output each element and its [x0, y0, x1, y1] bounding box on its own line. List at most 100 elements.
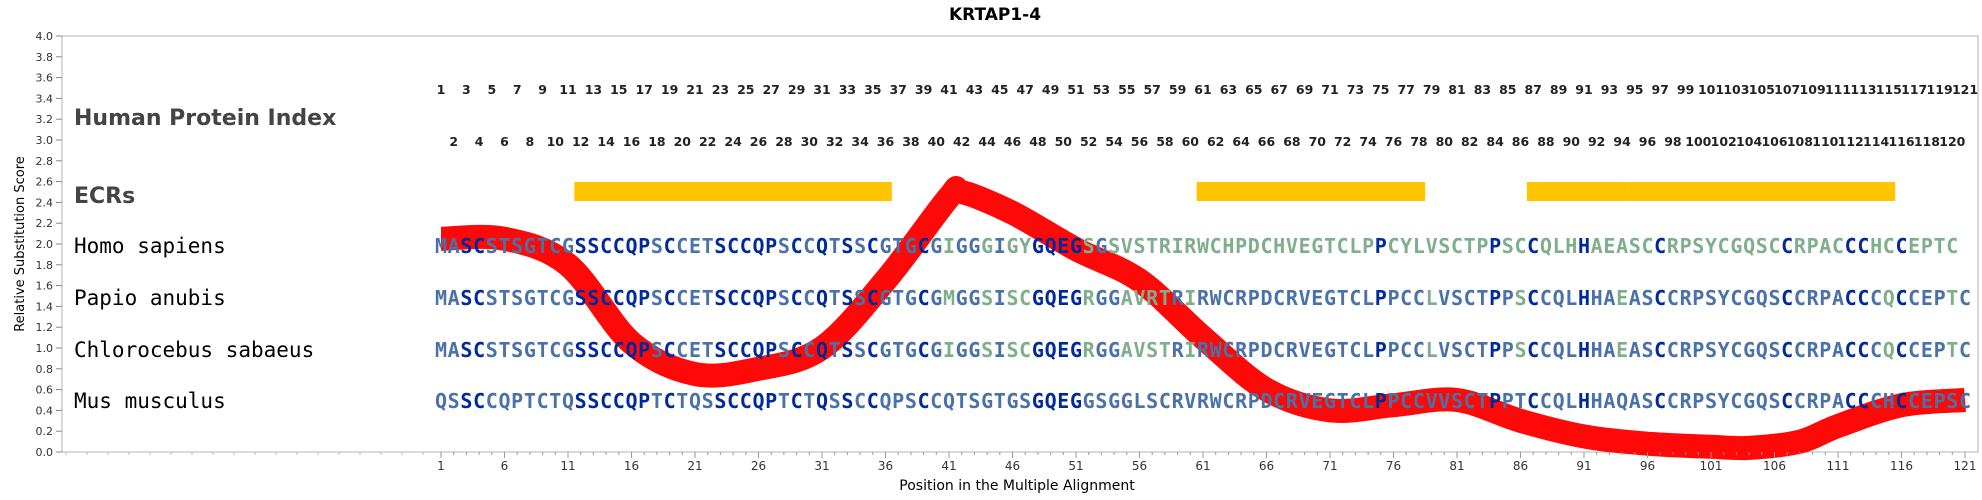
- x-tick-label: 76: [1386, 459, 1401, 473]
- human-index-odd: 11: [559, 82, 576, 97]
- residue: Q: [816, 338, 828, 362]
- human-index-odd: 25: [737, 82, 754, 97]
- human-index-even: 30: [801, 134, 819, 149]
- residue: C: [1959, 389, 1971, 413]
- residue: H: [1883, 389, 1895, 413]
- residue: Q: [1553, 338, 1565, 362]
- human-index-odd: 3: [462, 82, 471, 97]
- human-index-even: 28: [775, 134, 792, 149]
- residue: S: [587, 389, 599, 413]
- human-index-even: 4: [475, 134, 484, 149]
- residue: V: [1299, 338, 1311, 362]
- residue: C: [613, 338, 625, 362]
- residue: G: [1108, 338, 1120, 362]
- residue: W: [1210, 338, 1223, 362]
- human-index-even: 32: [826, 134, 843, 149]
- residue: Q: [752, 234, 764, 258]
- residue: T: [1514, 389, 1526, 413]
- residue: G: [1006, 234, 1018, 258]
- residue: A: [1616, 234, 1628, 258]
- residue: M: [435, 338, 447, 362]
- human-index-odd: 23: [712, 82, 729, 97]
- residue: E: [1921, 389, 1933, 413]
- human-index-even: 74: [1359, 134, 1377, 149]
- y-tick-label: 1.2: [36, 321, 54, 334]
- residue: V: [1184, 389, 1196, 413]
- residue: C: [1667, 389, 1679, 413]
- human-index-even: 6: [500, 134, 509, 149]
- residue: C: [918, 234, 930, 258]
- human-index-even: 90: [1563, 134, 1581, 149]
- residue: S: [714, 338, 726, 362]
- residue: S: [1019, 389, 1031, 413]
- residue: T: [549, 389, 561, 413]
- residue: V: [1133, 286, 1145, 310]
- human-index-odd: 19: [661, 82, 678, 97]
- human-index-even: 84: [1486, 134, 1504, 149]
- y-tick-label: 1.8: [36, 259, 54, 272]
- residue: E: [689, 338, 701, 362]
- human-index-odd: 93: [1601, 82, 1618, 97]
- residue: C: [549, 338, 561, 362]
- residue: P: [1489, 286, 1501, 310]
- residue: I: [994, 286, 1006, 310]
- residue: S: [1006, 286, 1018, 310]
- human-index-odd: 77: [1397, 82, 1414, 97]
- residue: A: [1832, 286, 1844, 310]
- residue: S: [968, 389, 980, 413]
- y-tick-label: 0.0: [36, 446, 54, 459]
- residue: D: [1260, 286, 1272, 310]
- residue: S: [1502, 234, 1514, 258]
- residue: P: [638, 389, 650, 413]
- residue: V: [1121, 234, 1133, 258]
- residue: C: [473, 338, 485, 362]
- residue: E: [1057, 338, 1069, 362]
- residue: G: [968, 338, 980, 362]
- residue: G: [905, 234, 917, 258]
- human-index-odd: 65: [1245, 82, 1262, 97]
- residue: P: [1489, 338, 1501, 362]
- residue: P: [1934, 286, 1946, 310]
- residue: R: [1680, 338, 1693, 362]
- residue: V: [1286, 234, 1298, 258]
- residue: S: [448, 389, 460, 413]
- residue: L: [1362, 389, 1374, 413]
- residue: P: [1489, 234, 1501, 258]
- residue: C: [791, 286, 803, 310]
- residue: L: [1362, 286, 1374, 310]
- residue: S: [1705, 338, 1717, 362]
- human-index-odd: 35: [864, 82, 881, 97]
- residue: S: [1451, 338, 1463, 362]
- residue: A: [1629, 338, 1641, 362]
- residue: S: [854, 286, 866, 310]
- residue: C: [1857, 286, 1869, 310]
- human-index-odd: 109: [1800, 82, 1826, 97]
- residue: H: [1565, 234, 1577, 258]
- residue: C: [1794, 389, 1806, 413]
- x-tick-label: 46: [1005, 459, 1020, 473]
- residue: C: [1845, 338, 1857, 362]
- y-tick-label: 2.8: [36, 155, 54, 168]
- residue: I: [1184, 286, 1196, 310]
- x-tick-label: 11: [560, 459, 575, 473]
- human-index-odd: 105: [1749, 82, 1775, 97]
- residue: V: [1299, 389, 1311, 413]
- residue: C: [727, 389, 739, 413]
- residue: S: [486, 286, 498, 310]
- residue: T: [1337, 389, 1349, 413]
- residue: Q: [1540, 234, 1552, 258]
- human-index-odd: 33: [839, 82, 856, 97]
- residue: C: [727, 234, 739, 258]
- residue: S: [1768, 338, 1780, 362]
- residue: C: [1222, 338, 1234, 362]
- residue: P: [1692, 389, 1704, 413]
- residue: P: [1248, 338, 1260, 362]
- residue: P: [1248, 389, 1260, 413]
- residue: T: [1159, 286, 1171, 310]
- residue: E: [1921, 338, 1933, 362]
- residue: C: [1260, 234, 1272, 258]
- x-tick-label: 96: [1640, 459, 1655, 473]
- residue: S: [981, 286, 993, 310]
- human-index-odd: 45: [991, 82, 1008, 97]
- residue: T: [1324, 234, 1336, 258]
